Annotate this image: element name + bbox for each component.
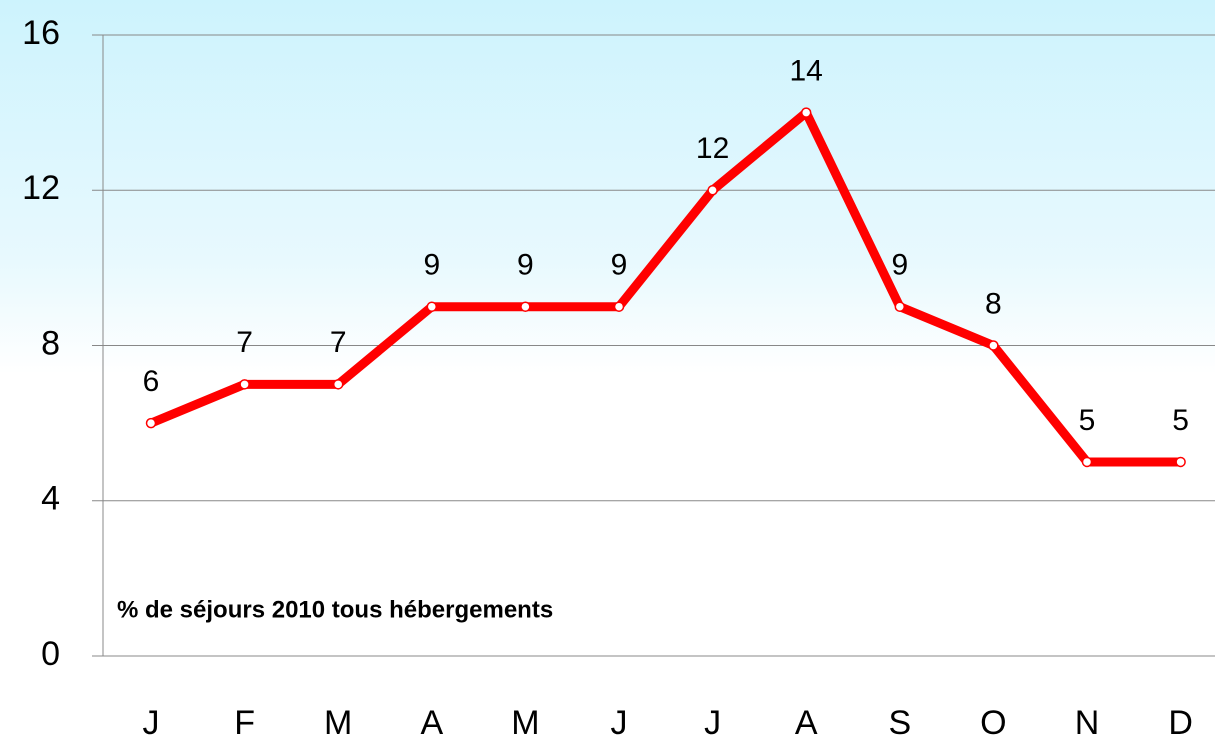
data-label: 9	[423, 249, 440, 282]
marker	[145, 417, 157, 429]
x-tick-label: J	[704, 704, 721, 742]
x-tick-label: N	[1075, 704, 1100, 742]
line	[149, 108, 1181, 467]
y-tick-label: 4	[41, 480, 60, 518]
y-tick-label: 16	[22, 14, 60, 52]
data-label: 9	[517, 249, 534, 282]
x-tick-label: A	[795, 704, 818, 742]
data-label: 14	[790, 55, 823, 88]
data-label: 7	[236, 326, 253, 359]
marker	[332, 379, 344, 390]
marker	[707, 185, 718, 196]
y-tick-label: 0	[41, 635, 60, 673]
marker	[988, 340, 999, 351]
marker	[613, 301, 625, 312]
x-tick-label: O	[980, 704, 1006, 742]
data-label: 12	[696, 132, 729, 165]
x-tick-label: F	[234, 704, 255, 742]
x-tick-label: S	[888, 704, 911, 742]
data-label: 9	[611, 249, 628, 282]
marker	[1175, 456, 1186, 468]
data-label: 9	[891, 249, 908, 282]
marker	[1081, 456, 1093, 468]
marker	[239, 379, 250, 390]
x-tick-label: J	[143, 704, 160, 742]
annotation: % de séjours 2010 tous hébergements	[117, 596, 553, 623]
x-tick-label: D	[1168, 704, 1193, 742]
y-tick-label: 8	[41, 324, 60, 362]
marker	[520, 301, 531, 312]
y-tick-label: 12	[22, 169, 60, 207]
marker	[800, 107, 812, 118]
x-tick-label: A	[420, 704, 443, 742]
x-tick-label: M	[324, 704, 352, 742]
data-label: 7	[330, 326, 347, 359]
x-tick-label: M	[511, 704, 539, 742]
marker	[894, 301, 906, 312]
marker	[426, 301, 438, 312]
data-label: 5	[1079, 404, 1096, 437]
x-tick-label: J	[611, 704, 628, 742]
data-label: 5	[1172, 404, 1189, 437]
data-label: 8	[985, 287, 1002, 320]
data-label: 6	[143, 365, 160, 398]
